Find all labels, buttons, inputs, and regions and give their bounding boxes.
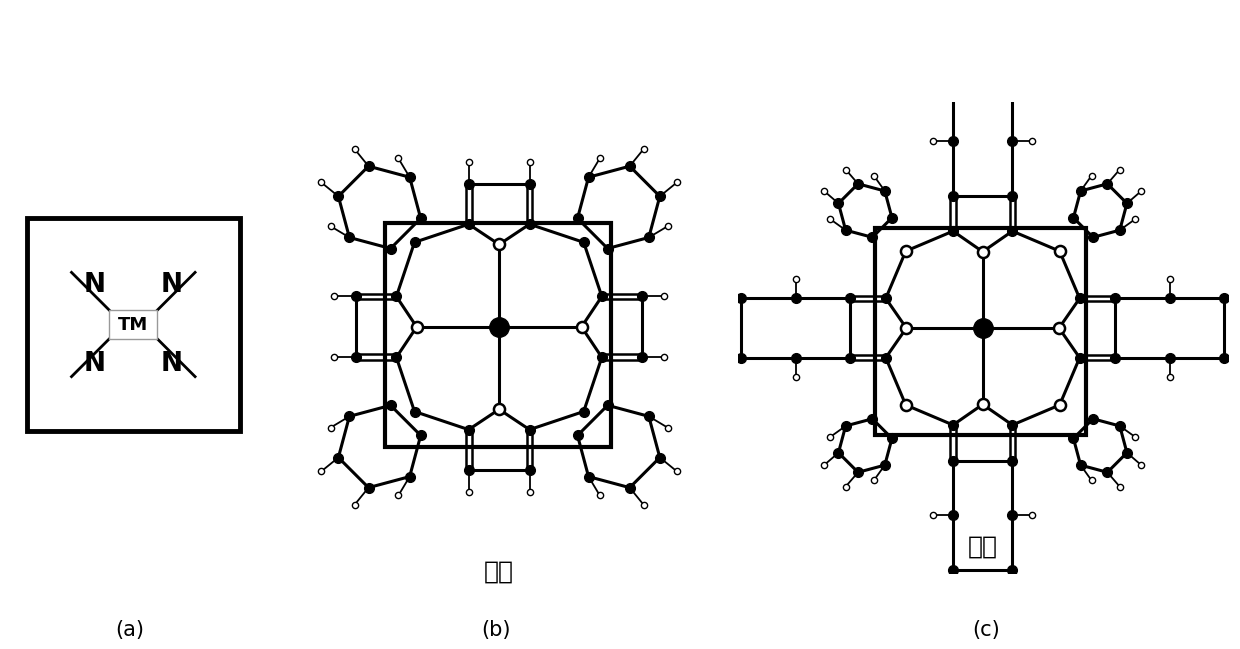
Text: 酉菁: 酉菁 — [967, 535, 998, 559]
Bar — [109, 310, 157, 339]
Text: (c): (c) — [972, 620, 999, 640]
Text: (a): (a) — [115, 620, 145, 640]
Bar — [27, 218, 239, 431]
Text: 卤啊: 卤啊 — [484, 560, 515, 584]
Text: N: N — [161, 271, 182, 298]
Text: N: N — [84, 271, 105, 298]
Bar — [384, 223, 611, 447]
Text: N: N — [84, 351, 105, 378]
Text: N: N — [161, 351, 182, 378]
Text: TM: TM — [118, 315, 149, 334]
Bar — [875, 228, 1086, 435]
Text: (b): (b) — [481, 620, 511, 640]
